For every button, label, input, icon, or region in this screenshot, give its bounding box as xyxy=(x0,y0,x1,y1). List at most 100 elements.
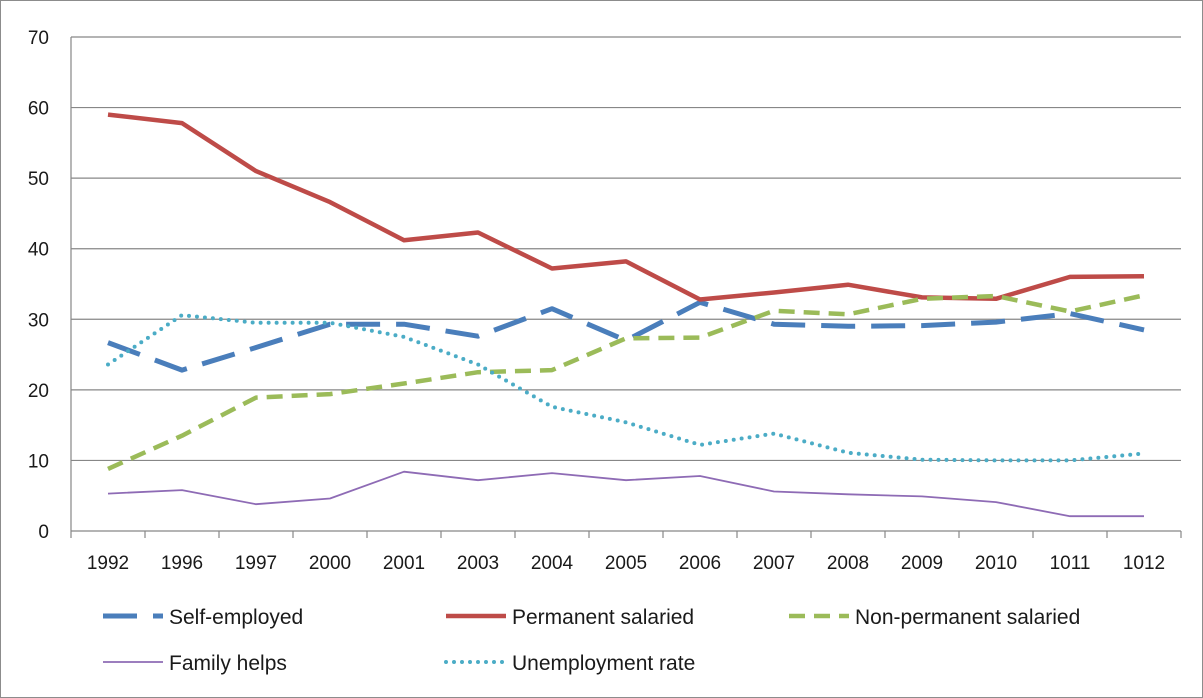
data-point xyxy=(1068,458,1072,462)
data-point xyxy=(994,458,998,462)
x-tick-label: 2009 xyxy=(901,553,943,574)
data-point xyxy=(550,307,554,311)
data-point xyxy=(476,334,480,338)
y-tick-label: 60 xyxy=(28,99,49,120)
legend-label: Unemployment rate xyxy=(512,652,695,675)
x-tick-label: 1996 xyxy=(161,553,203,574)
data-point xyxy=(624,478,628,482)
legend-label: Permanent salaried xyxy=(512,606,694,629)
data-point xyxy=(1142,328,1146,332)
data-point xyxy=(846,451,850,455)
x-tick-label: 1992 xyxy=(87,553,129,574)
data-point xyxy=(846,324,850,328)
data-point xyxy=(328,200,332,204)
x-tick-label: 2004 xyxy=(531,553,574,574)
x-tick-label: 1012 xyxy=(1123,553,1165,574)
data-point xyxy=(328,321,332,325)
x-tick-label: 2001 xyxy=(383,553,425,574)
data-point xyxy=(550,471,554,475)
data-point xyxy=(328,497,332,501)
data-point xyxy=(402,382,406,386)
data-point xyxy=(1068,310,1072,314)
data-point xyxy=(624,336,628,340)
data-point xyxy=(550,368,554,372)
y-tick-label: 50 xyxy=(28,169,49,190)
data-point xyxy=(402,238,406,242)
data-point xyxy=(994,320,998,324)
y-tick-label: 70 xyxy=(28,28,49,49)
x-tick-label: 2010 xyxy=(975,553,1017,574)
data-point xyxy=(106,341,110,345)
data-point xyxy=(1142,274,1146,278)
data-point xyxy=(772,489,776,493)
y-tick-label: 30 xyxy=(28,310,49,331)
gridlines xyxy=(71,36,1181,532)
series-line-permanent-salaried xyxy=(107,112,1145,302)
data-point xyxy=(402,470,406,474)
y-tick-label: 0 xyxy=(38,522,49,543)
data-point xyxy=(106,492,110,496)
data-point xyxy=(402,335,406,339)
x-tick-label: 2003 xyxy=(457,553,499,574)
data-point xyxy=(180,434,184,438)
x-tick-label: 2006 xyxy=(679,553,721,574)
data-point xyxy=(1142,451,1146,455)
data-point xyxy=(180,313,184,317)
data-point xyxy=(550,405,554,409)
y-tick-label: 20 xyxy=(28,381,49,402)
axes: 0 10 20 30 40 50 60 70 1992 1996 1997 2000 2001 2003 2… xyxy=(28,28,1182,574)
data-point xyxy=(994,500,998,504)
x-tick-label: 2008 xyxy=(827,553,869,574)
data-point xyxy=(1142,514,1146,518)
data-point xyxy=(254,346,258,350)
data-point xyxy=(846,312,850,316)
data-point xyxy=(180,121,184,125)
legend-label: Non-permanent salaried xyxy=(855,606,1080,629)
data-point xyxy=(698,336,702,340)
data-point xyxy=(402,322,406,326)
data-point xyxy=(476,478,480,482)
data-point xyxy=(846,283,850,287)
data-point xyxy=(254,396,258,400)
series-line-self-employed xyxy=(107,299,1145,373)
data-point xyxy=(920,494,924,498)
data-point xyxy=(846,492,850,496)
data-point xyxy=(994,294,998,298)
x-tick-label: 2007 xyxy=(753,553,795,574)
data-point xyxy=(920,297,924,301)
data-point xyxy=(254,502,258,506)
data-point xyxy=(772,290,776,294)
data-point xyxy=(180,488,184,492)
series-line-unemployment-rate xyxy=(106,313,1146,463)
data-point xyxy=(698,298,702,302)
data-point xyxy=(698,474,702,478)
data-point xyxy=(476,230,480,234)
data-point xyxy=(254,169,258,173)
x-tick-label: 1011 xyxy=(1050,553,1091,574)
data-point xyxy=(772,309,776,313)
x-tick-label: 2000 xyxy=(309,553,351,574)
data-point xyxy=(772,322,776,326)
data-point xyxy=(550,266,554,270)
data-point xyxy=(698,443,702,447)
series-line-non-permanent-salaried xyxy=(107,293,1145,471)
x-tick-label: 1997 xyxy=(235,553,277,574)
data-point xyxy=(106,362,110,366)
x-tick-label: 2005 xyxy=(605,553,647,574)
data-point xyxy=(1068,514,1072,518)
data-point xyxy=(772,432,776,436)
data-point xyxy=(476,362,480,366)
legend-label: Self-employed xyxy=(169,606,303,629)
data-point xyxy=(1068,275,1072,279)
legend: Self-employed Permanent salaried Non-perma… xyxy=(103,606,1080,675)
series-lines xyxy=(106,112,1146,518)
data-point xyxy=(106,113,110,117)
legend-label: Family helps xyxy=(169,652,287,675)
data-point xyxy=(254,321,258,325)
data-point xyxy=(180,368,184,372)
data-point xyxy=(106,467,110,471)
series-line-family-helps xyxy=(107,470,1144,518)
data-point xyxy=(920,458,924,462)
data-point xyxy=(476,370,480,374)
